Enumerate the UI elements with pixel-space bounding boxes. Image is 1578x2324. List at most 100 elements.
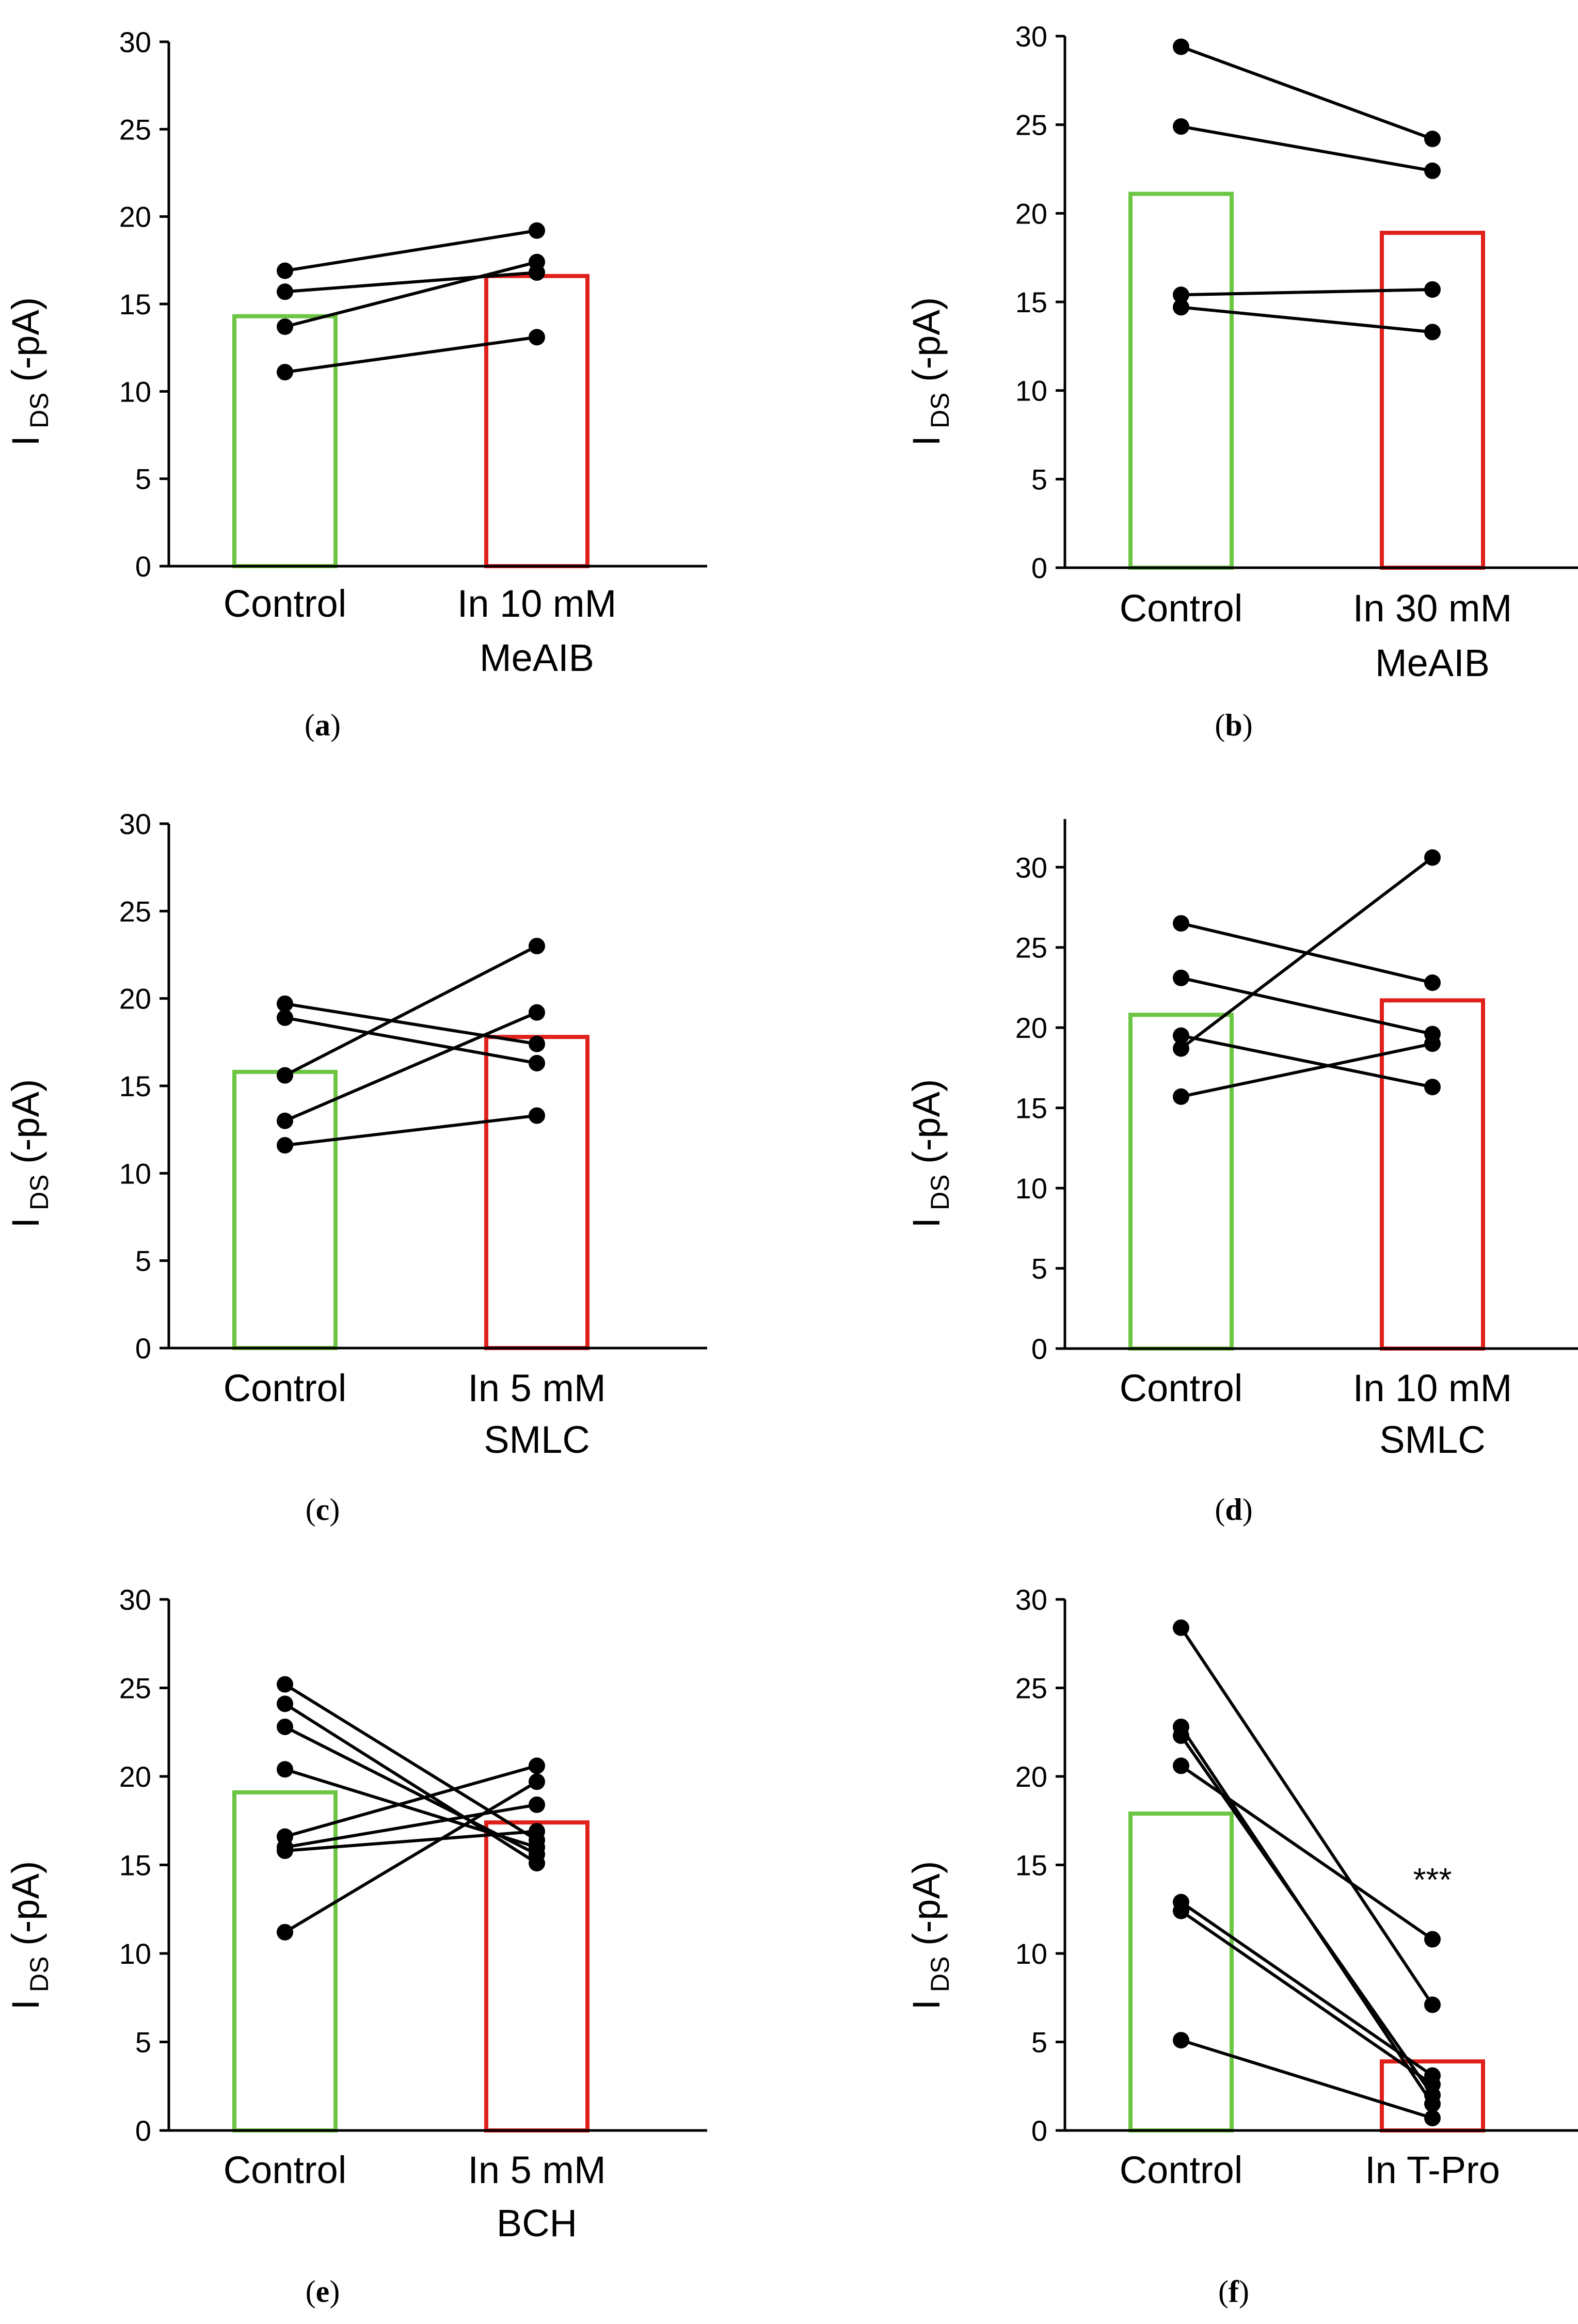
bar-treatment — [484, 274, 589, 568]
panel-caption-part: c — [316, 1493, 330, 1527]
y-axis-label-subscript: DS — [25, 1957, 54, 1999]
data-point-treatment — [1424, 1079, 1441, 1096]
y-axis-label: I DS (-pA) — [4, 1079, 54, 1228]
y-tick-label: 10 — [1015, 1937, 1047, 1970]
data-point-control — [1173, 1727, 1189, 1744]
panel-caption: (f) — [1218, 2274, 1249, 2309]
data-point-treatment — [529, 253, 545, 270]
panel-caption-part: ( — [306, 2274, 316, 2309]
panel-caption-part: ) — [1239, 2274, 1249, 2309]
y-tick-label: 10 — [1015, 375, 1047, 407]
x-category-label: In 5 mM — [468, 1367, 605, 1409]
y-axis-label-main: I — [4, 1999, 47, 2010]
panel-caption: (a) — [305, 708, 341, 742]
chart-panel-c: 0 5 10 15 20 25 30 I DS (-pA) Control In 5 mM SMLC… — [4, 808, 707, 1527]
panel-caption-part: ) — [330, 708, 341, 742]
panel-caption-part: ( — [306, 1493, 316, 1527]
pair-line — [1181, 2039, 1433, 2120]
data-point-treatment — [529, 1035, 545, 1052]
data-point-control — [1173, 1027, 1189, 1044]
data-point-control — [277, 1112, 293, 1129]
pair-line — [284, 1764, 537, 1838]
data-point-control — [277, 283, 293, 300]
pair-line — [284, 1803, 537, 1849]
significance-annotation: *** — [1413, 1861, 1452, 1898]
data-point-treatment — [1424, 1996, 1441, 2013]
y-tick-label: 5 — [135, 1245, 151, 1277]
panel-caption-part: a — [315, 708, 330, 742]
data-point-control — [1173, 2032, 1189, 2049]
y-tick-label: 0 — [135, 550, 151, 583]
data-point-control — [277, 1067, 293, 1084]
data-point-treatment — [1424, 974, 1441, 991]
y-axis-label: I DS (-pA) — [4, 297, 54, 446]
y-axis-label-unit: (-pA) — [4, 1861, 47, 1957]
y-axis-label-unit: (-pA) — [4, 1079, 47, 1175]
data-point-treatment — [1424, 162, 1441, 179]
y-tick-label: 5 — [1031, 463, 1047, 495]
panel-caption-part: e — [316, 2274, 330, 2309]
y-tick-label: 10 — [119, 1937, 151, 1970]
panel-caption: (c) — [306, 1493, 340, 1527]
data-point-treatment — [529, 938, 545, 955]
y-axis-label-main: I — [4, 436, 47, 446]
data-point-treatment — [1424, 281, 1441, 298]
panel-caption-part: ( — [1218, 2274, 1229, 2309]
y-tick-label: 0 — [135, 1332, 151, 1365]
pair-line — [1181, 1034, 1433, 1089]
pair-line — [1180, 856, 1433, 1050]
y-tick-label: 20 — [119, 201, 151, 233]
x-category-label: Control — [224, 1367, 347, 1409]
data-point-control — [1173, 299, 1189, 316]
data-point-control — [1173, 915, 1189, 932]
panel-caption: (e) — [306, 2274, 340, 2309]
data-point-control — [277, 262, 293, 279]
y-axis-label-unit: (-pA) — [905, 297, 948, 393]
data-point-treatment — [1424, 131, 1441, 148]
pair-line — [284, 1780, 538, 1934]
y-tick-label: 30 — [1015, 851, 1047, 884]
x-category-label: Control — [1120, 587, 1243, 630]
data-point-treatment — [529, 1107, 545, 1124]
y-axis-label: I DS (-pA) — [905, 1861, 954, 2010]
y-axis-label-subscript: DS — [926, 393, 954, 436]
y-tick-label: 25 — [1015, 109, 1047, 141]
data-point-treatment — [1424, 324, 1441, 341]
y-tick-label: 15 — [119, 1849, 151, 1882]
data-point-treatment — [529, 222, 545, 239]
data-point-treatment — [1424, 2076, 1441, 2093]
y-tick-label: 5 — [135, 2026, 151, 2059]
data-point-control — [1173, 1088, 1189, 1105]
pair-line — [1180, 1764, 1433, 1941]
data-point-treatment — [1424, 849, 1441, 866]
y-tick-label: 20 — [1015, 1012, 1047, 1044]
y-axis-label-unit: (-pA) — [905, 1079, 948, 1175]
x-category-label: MeAIB — [480, 636, 594, 679]
y-axis-label-subscript: DS — [25, 393, 54, 436]
y-axis-label-main: I — [905, 1999, 948, 2010]
x-category-label: In 30 mM — [1353, 587, 1512, 630]
pair-line — [1179, 1735, 1434, 2096]
data-point-control — [277, 318, 293, 335]
y-tick-label: 20 — [1015, 1760, 1047, 1793]
pair-line — [284, 1702, 538, 1865]
data-point-control — [277, 364, 293, 381]
x-category-label: BCH — [497, 2202, 577, 2245]
panel-caption-part: b — [1225, 708, 1242, 742]
bar-control — [1128, 1013, 1234, 1351]
y-axis-label-unit: (-pA) — [905, 1861, 948, 1957]
chart-panel-e: 0 5 10 15 20 25 30 I DS (-pA) Control In 5 mM BCH (… — [4, 1583, 707, 2309]
y-tick-label: 20 — [119, 1760, 151, 1793]
pair-line — [1181, 1042, 1433, 1098]
panel-caption-part: d — [1225, 1493, 1242, 1527]
data-point-control — [277, 1842, 293, 1860]
y-tick-label: 30 — [119, 1583, 151, 1616]
data-point-treatment — [529, 1823, 545, 1840]
chart-panel-b: 0 5 10 15 20 25 30 I DS (-pA) Control In 30 mM MeA… — [905, 20, 1578, 742]
data-point-control — [1173, 1040, 1189, 1057]
data-point-control — [277, 1695, 293, 1712]
data-point-treatment — [1424, 2109, 1441, 2126]
y-tick-label: 15 — [1015, 1849, 1047, 1882]
y-tick-label: 15 — [119, 288, 151, 320]
